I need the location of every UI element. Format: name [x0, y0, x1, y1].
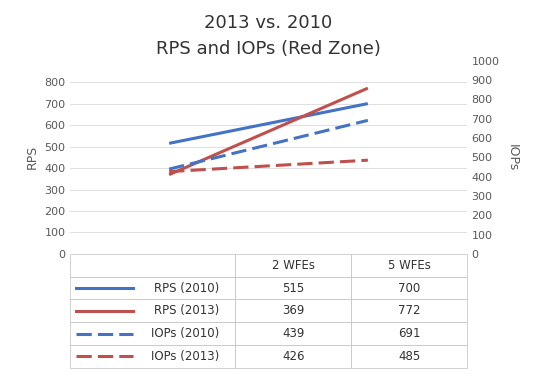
Text: 2013 vs. 2010: 2013 vs. 2010 [205, 14, 332, 32]
Y-axis label: RPS: RPS [26, 145, 39, 169]
Y-axis label: IOPs: IOPs [506, 144, 519, 171]
Text: RPS and IOPs (Red Zone): RPS and IOPs (Red Zone) [156, 40, 381, 58]
